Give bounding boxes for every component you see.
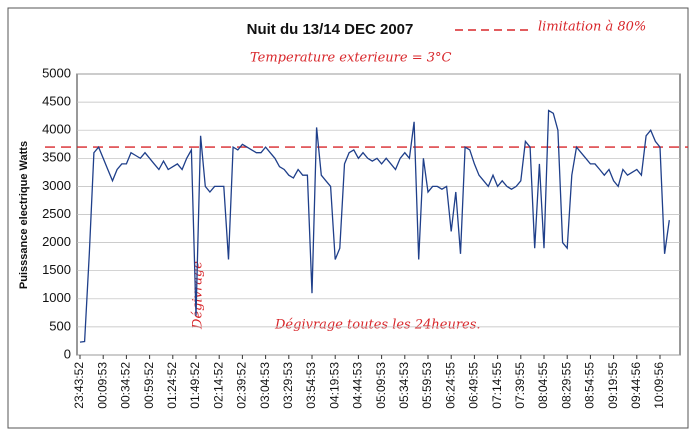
x-tick-label: 02:14:52 [211, 362, 225, 409]
y-tick-label: 5000 [42, 65, 71, 80]
annotation: Dégivrage toutes les 24heures. [274, 318, 481, 333]
y-axis-label: Puisssance electrique Watts [18, 141, 30, 289]
x-tick-label: 04:19:53 [327, 362, 341, 409]
x-tick-label: 03:04:53 [258, 362, 272, 409]
x-tick-label: 04:44:53 [351, 362, 365, 409]
x-tick-label: 00:59:52 [142, 362, 156, 409]
chart-frame [7, 7, 689, 429]
y-tick-label: 0 [64, 346, 71, 361]
data-line [79, 109, 670, 343]
x-tick-label: 06:49:55 [467, 362, 481, 409]
x-tick-label: 07:39:55 [513, 362, 527, 409]
x-tick-label: 10:09:56 [652, 362, 666, 409]
annotation: Dégivrage [191, 261, 206, 330]
x-tick-label: 09:44:56 [629, 362, 643, 409]
x-tick-label: 08:54:55 [583, 362, 597, 409]
x-tick-label: 03:29:53 [281, 362, 295, 409]
x-tick-label: 01:24:52 [165, 362, 179, 409]
y-tick-label: 4500 [42, 94, 71, 109]
y-tick-label: 1500 [42, 262, 71, 277]
x-tick-label: 03:54:53 [304, 362, 318, 409]
y-tick-label: 4000 [42, 122, 71, 137]
x-tick-label: 02:39:52 [235, 362, 249, 409]
y-tick-label: 2000 [42, 234, 71, 249]
x-tick-label: 05:34:53 [397, 362, 411, 409]
x-tick-label: 09:19:55 [606, 362, 620, 409]
x-tick-label: 06:24:55 [443, 362, 457, 409]
x-tick-label: 05:09:53 [374, 362, 388, 409]
x-tick-label: 00:34:52 [119, 362, 133, 409]
y-tick-label: 1000 [42, 290, 71, 305]
annotation: Temperature exterieure = 3°C [250, 51, 452, 66]
y-tick-label: 3500 [42, 150, 71, 165]
reference-label: limitation à 80% [538, 20, 646, 35]
x-tick-label: 00:09:53 [95, 362, 109, 409]
x-tick-label: 01:49:52 [188, 362, 202, 409]
y-tick-label: 500 [49, 318, 71, 333]
x-tick-label: 08:04:55 [536, 362, 550, 409]
x-tick-label: 08:29:55 [559, 362, 573, 409]
x-tick-label: 05:59:53 [420, 362, 434, 409]
x-tick-label: 07:14:55 [490, 362, 504, 409]
y-tick-label: 2500 [42, 206, 71, 221]
x-tick-label: 23:43:52 [72, 362, 86, 409]
y-tick-label: 3000 [42, 178, 71, 193]
chart-title: Nuit du 13/14 DEC 2007 [247, 21, 414, 38]
